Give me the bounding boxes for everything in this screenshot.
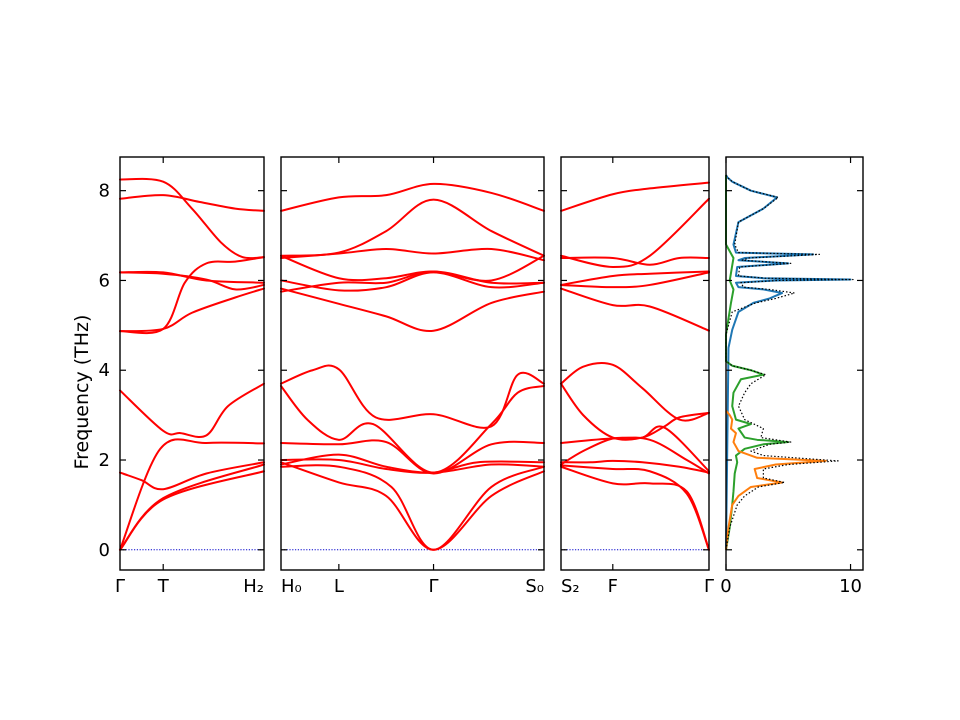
band-line bbox=[119, 270, 265, 284]
band-line bbox=[280, 364, 545, 429]
partial-dos-line bbox=[725, 174, 790, 550]
dos-frame bbox=[725, 156, 864, 571]
band-line bbox=[280, 464, 545, 551]
y-tick-label: 2 bbox=[99, 450, 110, 471]
band-line bbox=[280, 182, 545, 212]
band-line bbox=[280, 254, 545, 282]
band-line bbox=[560, 464, 710, 551]
band-line bbox=[560, 465, 710, 551]
band-line bbox=[560, 287, 710, 332]
band-line bbox=[560, 459, 710, 474]
x-tick-label: Γ bbox=[704, 576, 714, 597]
total-dos-line bbox=[725, 174, 854, 550]
x-tick-label: H₂ bbox=[243, 576, 264, 597]
band-line bbox=[280, 198, 545, 257]
x-tick-label: F bbox=[608, 576, 618, 597]
band-line bbox=[560, 436, 710, 475]
y-tick-label: 0 bbox=[99, 540, 110, 561]
partial-dos-line bbox=[725, 409, 827, 550]
y-tick-label: 6 bbox=[99, 270, 110, 291]
x-tick-label: H₀ bbox=[281, 576, 302, 597]
band-line bbox=[280, 271, 545, 292]
dos-panel: 0 10 bbox=[720, 156, 864, 597]
x-tick-label: S₂ bbox=[561, 576, 580, 597]
panel-frame bbox=[560, 156, 710, 571]
band-line bbox=[119, 382, 265, 438]
band-line bbox=[119, 256, 265, 335]
band-line bbox=[280, 458, 545, 474]
x-tick-label: L bbox=[334, 576, 344, 597]
dos-x-tick-label: 10 bbox=[839, 576, 862, 597]
y-axis-label: Frequency (THz) bbox=[71, 315, 93, 470]
band-line bbox=[280, 270, 545, 293]
band-line bbox=[560, 271, 710, 289]
band-panel-2: H₀ L Γ S₀ bbox=[280, 156, 545, 597]
panel-frame bbox=[280, 156, 545, 571]
band-line bbox=[280, 287, 545, 332]
band-line bbox=[560, 382, 710, 441]
band-line bbox=[119, 177, 265, 260]
band-line bbox=[560, 197, 710, 268]
dos-x-tick-label: 0 bbox=[720, 576, 731, 597]
band-line bbox=[560, 256, 710, 266]
band-line bbox=[119, 194, 265, 212]
x-tick-label: T bbox=[157, 576, 170, 597]
band-panel-3: S₂ F Γ bbox=[560, 156, 714, 597]
y-tick-label: 8 bbox=[99, 181, 110, 202]
band-line bbox=[119, 470, 265, 551]
band-line bbox=[119, 287, 265, 333]
band-line bbox=[560, 362, 710, 422]
partial-dos-line bbox=[725, 174, 852, 550]
band-line bbox=[560, 270, 710, 286]
panel-frame bbox=[119, 156, 265, 571]
x-tick-label: Γ bbox=[115, 576, 125, 597]
band-line bbox=[280, 461, 545, 551]
band-line bbox=[119, 461, 265, 491]
band-line bbox=[119, 463, 265, 551]
band-line bbox=[560, 425, 710, 473]
band-panel-1: 0 2 4 6 8 Γ T H₂ bbox=[99, 156, 265, 597]
x-tick-label: Γ bbox=[429, 576, 439, 597]
band-line bbox=[560, 181, 710, 212]
band-line bbox=[280, 384, 545, 474]
y-tick-label: 4 bbox=[99, 360, 110, 381]
band-line bbox=[119, 438, 265, 551]
x-tick-label: S₀ bbox=[525, 576, 544, 597]
